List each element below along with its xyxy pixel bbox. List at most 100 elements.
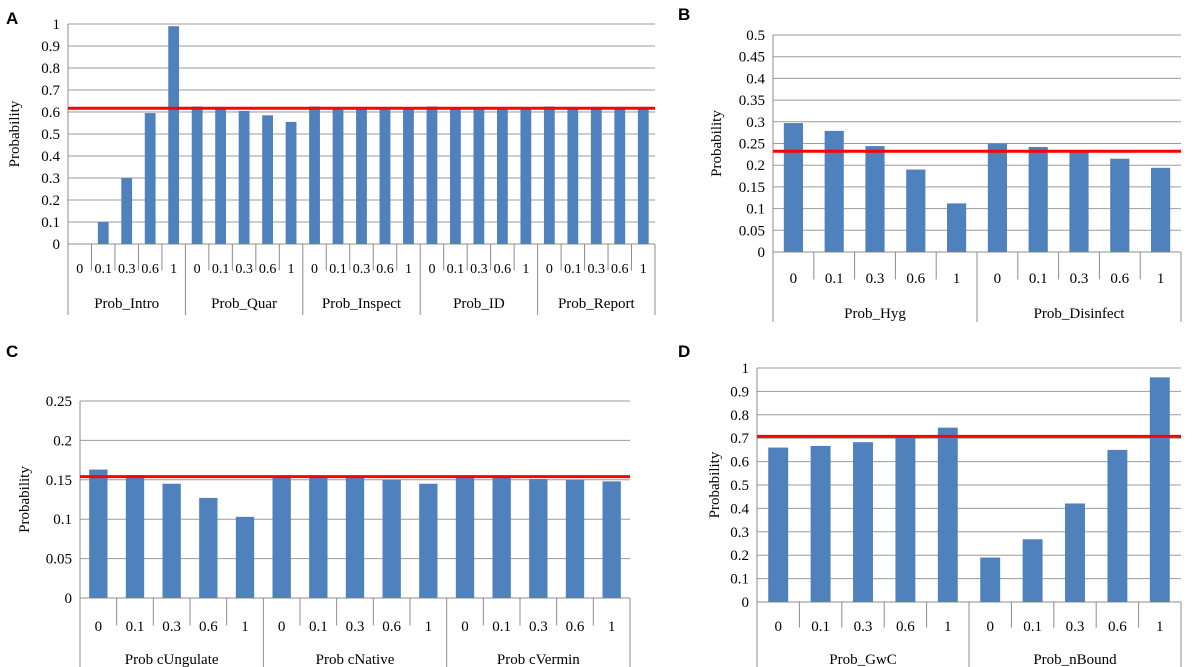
chart-panel-d: 0 0.1 0.2 0.3 0.4 0.5 0.6 0.7 0.8 0.9 1 0 0.1 0.3 0.6 1… <box>678 342 1182 667</box>
bar <box>602 481 621 598</box>
x-tick-label: 0 <box>428 262 435 277</box>
bar <box>865 146 885 252</box>
bar <box>168 26 180 245</box>
chart-panel-c: 0 0.05 0.1 0.15 0.2 0.25 0 0.1 0.3 0.6 1 Prob cUngu… <box>6 342 631 667</box>
x-tick-label: 0.6 <box>566 619 585 635</box>
x-tick-label: 0.3 <box>346 619 365 635</box>
group-label: Prob cUngulate <box>125 652 219 667</box>
x-tick-label: 0 <box>461 619 469 635</box>
y-tick-label: 0.9 <box>41 39 60 55</box>
y-tick-label: 0.15 <box>46 473 72 489</box>
bar <box>565 479 585 598</box>
x-tick-label: 0.3 <box>235 262 253 277</box>
y-tick-label: 1 <box>53 17 61 33</box>
bar <box>97 222 109 244</box>
x-tick-label: 0.1 <box>212 262 230 277</box>
bar <box>309 106 320 244</box>
x-tick-label: 0.3 <box>470 262 488 277</box>
bar <box>215 108 227 244</box>
x-tick-label: 0 <box>194 262 201 277</box>
x-tick-label: 0.3 <box>1070 271 1089 287</box>
y-tick-label: 0.5 <box>746 28 765 44</box>
y-tick-label: 0.35 <box>739 93 765 109</box>
x-tick-label: 0 <box>546 262 553 277</box>
bar <box>419 483 438 598</box>
group-label: Prob_Quar <box>211 296 277 312</box>
x-tick-label: 0.1 <box>94 262 112 277</box>
bar <box>285 121 297 244</box>
bar <box>332 107 344 244</box>
x-tick-label: 0 <box>278 619 286 635</box>
x-tick-label: 0 <box>986 619 994 635</box>
x-tick-label: 0.6 <box>382 619 401 635</box>
x-tick-label: 0 <box>95 619 103 635</box>
x-tick-label: 0.1 <box>329 262 347 277</box>
x-tick-label: 0 <box>76 262 83 277</box>
y-tick-label: 0.6 <box>41 105 60 121</box>
bar <box>783 123 803 253</box>
x-tick-label: 0.3 <box>588 262 606 277</box>
x-tick-label: 0.1 <box>1029 271 1048 287</box>
y-axis-title: Probability <box>709 110 725 177</box>
bar <box>937 427 958 602</box>
x-tick-label: 1 <box>522 262 529 277</box>
x-tick-label: 1 <box>405 262 412 277</box>
x-tick-label: 1 <box>1157 271 1165 287</box>
x-tick-label: 1 <box>425 619 433 635</box>
group-label: Prob_GwC <box>829 652 897 667</box>
x-tick-label: 0.1 <box>309 619 328 635</box>
y-tick-label: 0 <box>65 591 73 607</box>
y-tick-label: 0.9 <box>730 384 749 400</box>
y-tick-label: 0.2 <box>53 433 72 449</box>
group-label: Prob_Disinfect <box>1034 306 1126 322</box>
x-tick-label: 1 <box>608 619 616 635</box>
x-tick-label: 0.6 <box>896 619 915 635</box>
bar <box>895 436 916 602</box>
x-tick-label: 0.6 <box>1110 271 1129 287</box>
y-tick-label: 0.5 <box>730 478 749 494</box>
y-tick-label: 0.05 <box>739 223 765 239</box>
y-tick-label: 0.7 <box>41 83 60 99</box>
bar <box>1149 377 1170 602</box>
bar <box>1110 158 1130 252</box>
y-tick-label: 0.3 <box>746 115 765 131</box>
x-tick-label: 0 <box>994 271 1002 287</box>
x-tick-label: 0.1 <box>492 619 511 635</box>
bar <box>191 106 203 244</box>
bar <box>980 557 1001 602</box>
y-tick-label: 0.4 <box>41 149 60 165</box>
bar <box>520 108 532 244</box>
bar <box>272 476 291 598</box>
y-tick-label: 0.15 <box>739 180 765 196</box>
bar <box>379 108 391 244</box>
y-tick-label: 0.4 <box>746 71 765 87</box>
x-tick-label: 1 <box>170 262 177 277</box>
y-axis-title: Probability <box>7 100 23 167</box>
x-tick-label: 0.3 <box>118 262 136 277</box>
bar <box>1065 503 1085 602</box>
x-tick-label: 0.3 <box>353 262 371 277</box>
x-tick-label: 1 <box>953 271 961 287</box>
group-label: Prob_Report <box>558 296 635 312</box>
x-tick-label: 0.6 <box>376 262 394 277</box>
bar <box>455 476 475 598</box>
group-label: Prob_Inspect <box>322 296 402 312</box>
x-tick-label: 0.6 <box>906 271 925 287</box>
panel-label: A <box>6 9 18 28</box>
y-tick-label: 0.25 <box>46 394 72 410</box>
y-tick-label: 0.3 <box>730 525 749 541</box>
y-tick-label: 0.2 <box>41 193 60 209</box>
x-tick-label: 0.1 <box>447 262 465 277</box>
bar <box>1069 152 1089 252</box>
y-tick-label: 0.6 <box>730 455 749 471</box>
y-tick-label: 0.1 <box>53 512 72 528</box>
x-tick-label: 0.1 <box>126 619 145 635</box>
y-tick-label: 0.5 <box>41 127 60 143</box>
bar <box>144 113 156 244</box>
panel-label: C <box>6 342 18 361</box>
bar <box>853 442 873 602</box>
panel-label: B <box>678 5 690 24</box>
x-tick-label: 0.6 <box>1108 619 1127 635</box>
x-tick-label: 0.3 <box>1066 619 1085 635</box>
